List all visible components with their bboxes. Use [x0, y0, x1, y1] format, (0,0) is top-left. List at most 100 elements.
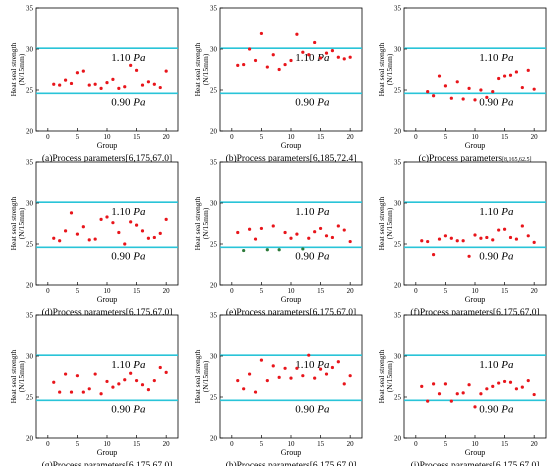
data-point: [313, 230, 317, 234]
data-point: [449, 236, 453, 240]
data-point: [461, 97, 465, 101]
data-point: [437, 237, 442, 241]
y-tick-label: 25: [394, 87, 402, 95]
data-point: [502, 379, 507, 384]
x-tick-label: 20: [163, 133, 171, 141]
y-tick-label: 20: [26, 282, 34, 290]
data-point: [164, 370, 168, 374]
x-tick-label: 5: [444, 440, 448, 448]
x-tick-label: 15: [501, 440, 509, 448]
plot-frame: [219, 314, 363, 439]
data-point: [140, 83, 145, 87]
data-point: [242, 62, 246, 67]
data-point: [146, 236, 151, 240]
data-point: [508, 235, 513, 240]
data-point: [502, 74, 507, 78]
data-point: [455, 392, 459, 396]
x-axis-label: Group: [97, 295, 117, 304]
upper-limit-label: 1.10 Pa: [111, 206, 146, 218]
data-point: [99, 86, 103, 90]
y-tick-label: 20: [26, 128, 34, 136]
data-point: [87, 238, 91, 242]
data-point: [485, 235, 489, 240]
data-point: [87, 83, 91, 87]
x-tick-label: 10: [472, 440, 480, 448]
lower-limit-label: 0.90 Pa: [111, 403, 146, 415]
y-tick-label: 20: [394, 282, 402, 290]
data-point: [431, 253, 436, 257]
data-point: [158, 85, 162, 90]
chart-panel-5: 20 25 30 35 0 5 10 15 20 Heat seal strength(N/15m…: [193, 159, 363, 318]
y-axis-label: Heat seal strength(N/15mm): [377, 349, 394, 403]
data-point: [324, 234, 329, 238]
data-point: [271, 53, 275, 57]
data-point: [242, 248, 246, 253]
data-point: [81, 69, 85, 73]
y-tick-label: 35: [26, 312, 34, 320]
x-tick-label: 0: [230, 440, 234, 448]
data-point: [111, 385, 115, 389]
x-tick-label: 5: [444, 287, 448, 295]
plot-frame: [403, 314, 547, 439]
data-point: [253, 58, 258, 63]
x-tick-label: 5: [76, 440, 80, 448]
data-point: [283, 62, 287, 67]
x-tick-label: 10: [288, 133, 296, 141]
data-point: [307, 53, 311, 57]
x-tick-label: 10: [288, 287, 296, 295]
upper-limit-label: 1.10 Pa: [111, 52, 146, 64]
y-axis-label: Heat seal strength(N/15mm): [9, 196, 26, 250]
data-point: [134, 379, 139, 383]
panel-caption: (h)Process parameters[6,175,67.0]: [226, 460, 357, 466]
data-point: [443, 382, 448, 386]
chart-panel-7: 20 25 30 35 0 5 10 15 20 Heat seal strength(N/15m…: [9, 312, 179, 466]
data-point: [443, 234, 448, 238]
upper-limit-label: 1.10 Pa: [295, 359, 330, 371]
data-point: [431, 382, 436, 386]
data-point: [289, 58, 293, 63]
data-point: [69, 390, 74, 394]
data-point: [277, 248, 281, 252]
data-point: [491, 384, 495, 388]
data-point: [247, 372, 252, 376]
data-point: [431, 94, 436, 98]
y-axis-label: Heat seal strength(N/15mm): [193, 42, 210, 96]
x-axis-label: Group: [281, 448, 301, 457]
data-point: [426, 90, 430, 94]
data-point: [420, 384, 424, 388]
x-tick-label: 20: [531, 287, 539, 295]
data-point: [318, 226, 323, 231]
data-point: [52, 82, 56, 86]
data-point: [520, 85, 524, 90]
upper-limit-label: 1.10 Pa: [479, 52, 514, 64]
y-tick-label: 30: [394, 46, 402, 54]
plot-frame: [35, 314, 179, 439]
y-tick-label: 35: [26, 159, 34, 167]
y-axis-label: Heat seal strength(N/15mm): [193, 196, 210, 250]
data-point: [236, 230, 240, 235]
data-point: [99, 392, 103, 396]
data-point: [526, 379, 530, 383]
data-point: [289, 236, 293, 240]
upper-limit-label: 1.10 Pa: [295, 52, 330, 64]
y-axis-label: Heat seal strength(N/15mm): [193, 349, 210, 403]
data-point: [105, 81, 109, 85]
y-tick-label: 30: [26, 353, 34, 361]
data-point: [158, 365, 162, 370]
data-point: [69, 211, 74, 215]
data-point: [295, 366, 299, 370]
data-point: [140, 229, 145, 233]
x-axis-label: Group: [281, 141, 301, 150]
data-point: [324, 372, 329, 376]
data-point: [348, 55, 352, 59]
data-point: [52, 380, 56, 384]
panel-caption: (a)Process parameters[6,175,67.0]: [42, 153, 172, 164]
data-point: [259, 226, 264, 231]
y-tick-label: 25: [26, 241, 34, 249]
data-point: [467, 383, 471, 387]
y-axis-label: Heat seal strength(N/15mm): [377, 42, 394, 96]
data-point: [307, 236, 311, 240]
data-point: [313, 40, 317, 45]
data-point: [295, 232, 299, 236]
y-tick-label: 30: [26, 46, 34, 54]
